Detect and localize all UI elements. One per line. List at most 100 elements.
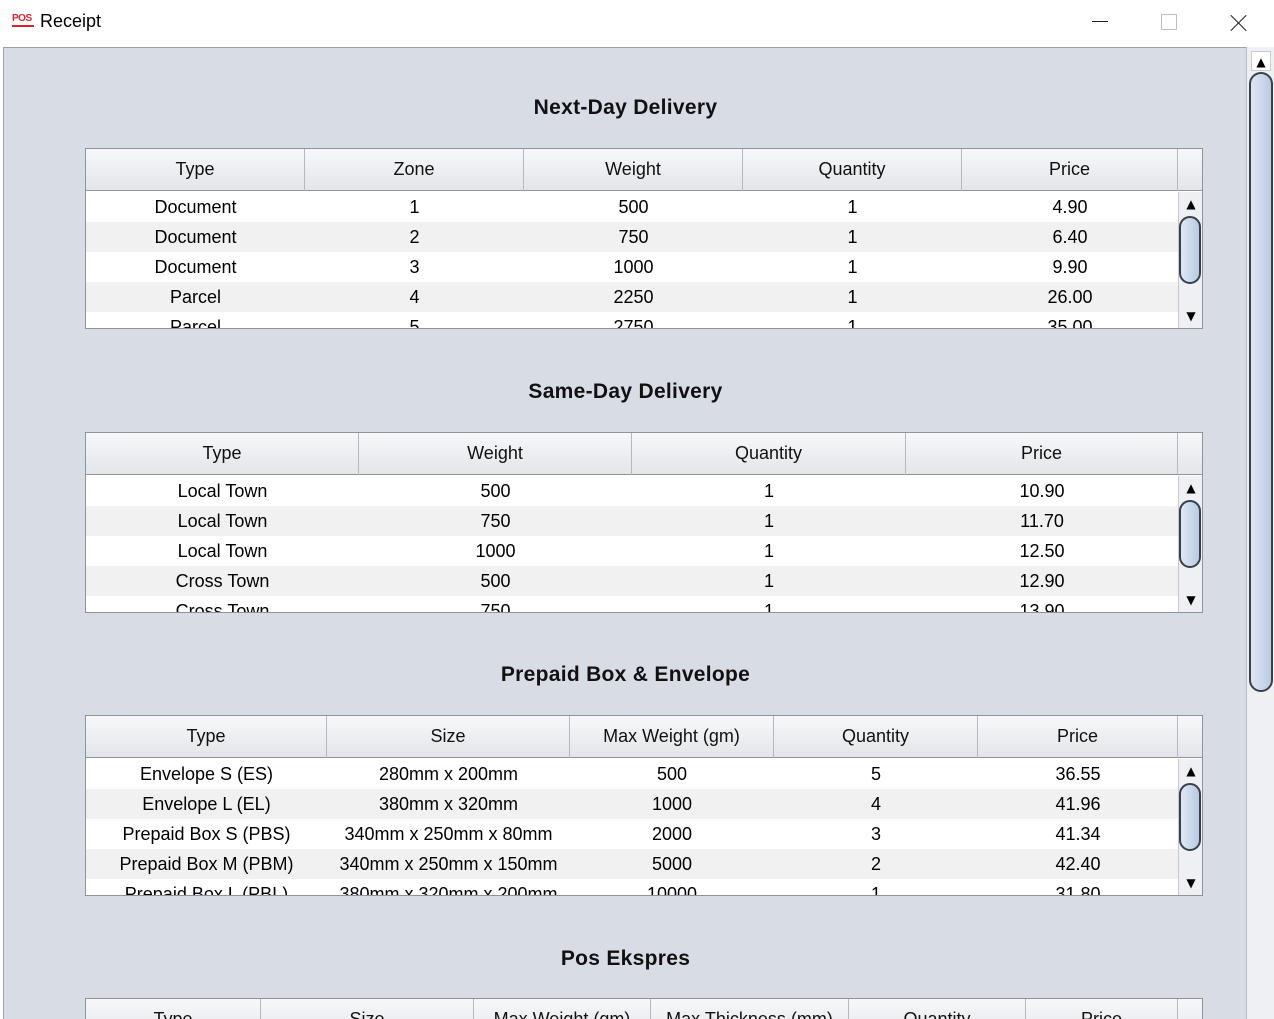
table-row[interactable]: Local Town 750 1 11.70 bbox=[86, 506, 1178, 536]
column-header-price[interactable]: Price bbox=[1026, 999, 1178, 1019]
table-row[interactable]: Document 1 500 1 4.90 bbox=[86, 192, 1178, 222]
cell-price: 35.00 bbox=[1047, 317, 1093, 328]
cell-quantity: 1 bbox=[847, 317, 858, 328]
column-header-type[interactable]: Type bbox=[86, 716, 327, 758]
scroll-thumb[interactable] bbox=[1249, 72, 1273, 692]
table-scrollbar[interactable]: ▲ ▼ bbox=[1178, 476, 1202, 612]
cell-price: 4.90 bbox=[1052, 197, 1088, 217]
close-button[interactable] bbox=[1216, 0, 1262, 45]
table-row[interactable]: Document 2 750 1 6.40 bbox=[86, 222, 1178, 252]
column-header-quantity[interactable]: Quantity bbox=[743, 149, 962, 191]
table-row[interactable]: Prepaid Box M (PBM) 340mm x 250mm x 150m… bbox=[86, 849, 1178, 879]
window-scrollbar[interactable]: ▲ bbox=[1246, 47, 1274, 1019]
scroll-thumb[interactable] bbox=[1179, 783, 1201, 851]
cell-type: Document bbox=[154, 257, 237, 277]
cell-type: Cross Town bbox=[175, 601, 270, 612]
cell-price: 12.50 bbox=[1019, 541, 1065, 561]
column-header-type[interactable]: Type bbox=[86, 149, 305, 191]
minimize-button[interactable] bbox=[1076, 0, 1122, 45]
cell-price: 36.55 bbox=[1055, 764, 1101, 784]
column-header-quantity[interactable]: Quantity bbox=[849, 999, 1026, 1019]
cell-weight: 2250 bbox=[613, 287, 654, 307]
scroll-down-arrow-icon[interactable]: ▼ bbox=[1186, 593, 1196, 607]
column-header-max-thickness[interactable]: Max Thickness (mm) bbox=[651, 999, 849, 1019]
cell-price: 10.90 bbox=[1019, 481, 1065, 501]
section-title-next-day: Next-Day Delivery bbox=[533, 96, 718, 119]
table-row[interactable]: Prepaid Box S (PBS) 340mm x 250mm x 80mm… bbox=[86, 819, 1178, 849]
section-title-prepaid: Prepaid Box & Envelope bbox=[500, 663, 751, 686]
column-header-quantity[interactable]: Quantity bbox=[774, 716, 978, 758]
table-scrollbar[interactable]: ▲ ▼ bbox=[1178, 192, 1202, 328]
table-row[interactable]: Envelope L (EL) 380mm x 320mm 1000 4 41.… bbox=[86, 789, 1178, 819]
column-header-size[interactable]: Size bbox=[327, 716, 570, 758]
app-logo-icon: POS bbox=[12, 14, 34, 27]
cell-size: 380mm x 320mm bbox=[378, 794, 519, 814]
cell-quantity: 3 bbox=[870, 824, 881, 844]
column-header-weight[interactable]: Weight bbox=[359, 433, 632, 475]
column-header-size[interactable]: Size bbox=[261, 999, 474, 1019]
cell-type: Document bbox=[154, 197, 237, 217]
scroll-up-arrow-icon[interactable]: ▲ bbox=[1251, 51, 1271, 71]
cell-type: Document bbox=[154, 227, 237, 247]
column-header-weight[interactable]: Weight bbox=[524, 149, 743, 191]
column-header-quantity[interactable]: Quantity bbox=[632, 433, 906, 475]
cell-weight: 750 bbox=[480, 601, 511, 612]
table-row[interactable]: Prepaid Box L (PBL) 380mm x 320mm x 200m… bbox=[86, 879, 1178, 895]
cell-type: Local Town bbox=[177, 481, 268, 501]
cell-type: Local Town bbox=[177, 511, 268, 531]
maximize-button[interactable] bbox=[1145, 0, 1191, 45]
table-row[interactable]: Cross Town 500 1 12.90 bbox=[86, 566, 1178, 596]
cell-zone: 4 bbox=[409, 287, 420, 307]
column-header-zone[interactable]: Zone bbox=[305, 149, 524, 191]
scroll-thumb[interactable] bbox=[1179, 216, 1201, 284]
cell-type: Envelope S (ES) bbox=[139, 764, 274, 784]
scroll-down-arrow-icon[interactable]: ▼ bbox=[1186, 309, 1196, 323]
cell-quantity: 1 bbox=[763, 601, 774, 612]
cell-quantity: 4 bbox=[870, 794, 881, 814]
scroll-up-arrow-icon[interactable]: ▲ bbox=[1186, 764, 1196, 778]
table-row[interactable]: Envelope S (ES) 280mm x 200mm 500 5 36.5… bbox=[86, 759, 1178, 789]
column-header-type[interactable]: Type bbox=[86, 999, 261, 1019]
table-body: Document 1 500 1 4.90 Document 2 750 1 6… bbox=[86, 192, 1178, 328]
cell-type: Local Town bbox=[177, 541, 268, 561]
table-header: Type Zone Weight Quantity Price bbox=[86, 149, 1202, 191]
scroll-up-arrow-icon[interactable]: ▲ bbox=[1186, 197, 1196, 211]
table-body: Local Town 500 1 10.90 Local Town 750 1 … bbox=[86, 476, 1178, 612]
table-row[interactable]: Parcel 5 2750 1 35.00 bbox=[86, 312, 1178, 328]
column-header-type[interactable]: Type bbox=[86, 433, 359, 475]
cell-max-weight: 2000 bbox=[651, 824, 693, 844]
column-header-price[interactable]: Price bbox=[962, 149, 1178, 191]
same-day-table: Type Weight Quantity Price Local Town 50… bbox=[85, 432, 1203, 613]
cell-weight: 2750 bbox=[613, 317, 654, 328]
column-header-price[interactable]: Price bbox=[978, 716, 1178, 758]
cell-price: 12.90 bbox=[1019, 571, 1065, 591]
cell-zone: 1 bbox=[409, 197, 420, 217]
cell-quantity: 1 bbox=[847, 257, 858, 277]
column-header-max-weight[interactable]: Max Weight (gm) bbox=[570, 716, 774, 758]
cell-weight: 500 bbox=[480, 481, 511, 501]
column-header-price[interactable]: Price bbox=[906, 433, 1178, 475]
cell-quantity: 1 bbox=[763, 481, 774, 501]
title-bar: POS Receipt bbox=[0, 0, 1274, 45]
scroll-thumb[interactable] bbox=[1179, 500, 1201, 568]
table-scrollbar[interactable]: ▲ ▼ bbox=[1178, 759, 1202, 895]
table-row[interactable]: Local Town 500 1 10.90 bbox=[86, 476, 1178, 506]
cell-max-weight: 500 bbox=[656, 764, 688, 784]
table-row[interactable]: Cross Town 750 1 13.90 bbox=[86, 596, 1178, 612]
cell-zone: 5 bbox=[409, 317, 420, 328]
cell-type: Parcel bbox=[169, 287, 222, 307]
cell-price: 41.34 bbox=[1055, 824, 1101, 844]
cell-quantity: 1 bbox=[847, 227, 858, 247]
cell-price: 13.90 bbox=[1019, 601, 1065, 612]
cell-quantity: 1 bbox=[847, 197, 858, 217]
table-row[interactable]: Document 3 1000 1 9.90 bbox=[86, 252, 1178, 282]
column-header-max-weight[interactable]: Max Weight (gm) bbox=[474, 999, 651, 1019]
table-row[interactable]: Parcel 4 2250 1 26.00 bbox=[86, 282, 1178, 312]
cell-max-weight: 10000 bbox=[646, 884, 698, 895]
table-row[interactable]: Local Town 1000 1 12.50 bbox=[86, 536, 1178, 566]
cell-size: 280mm x 200mm bbox=[378, 764, 519, 784]
scroll-down-arrow-icon[interactable]: ▼ bbox=[1186, 876, 1196, 890]
cell-type: Prepaid Box M (PBM) bbox=[119, 854, 294, 874]
cell-weight: 1000 bbox=[475, 541, 516, 561]
scroll-up-arrow-icon[interactable]: ▲ bbox=[1186, 481, 1196, 495]
